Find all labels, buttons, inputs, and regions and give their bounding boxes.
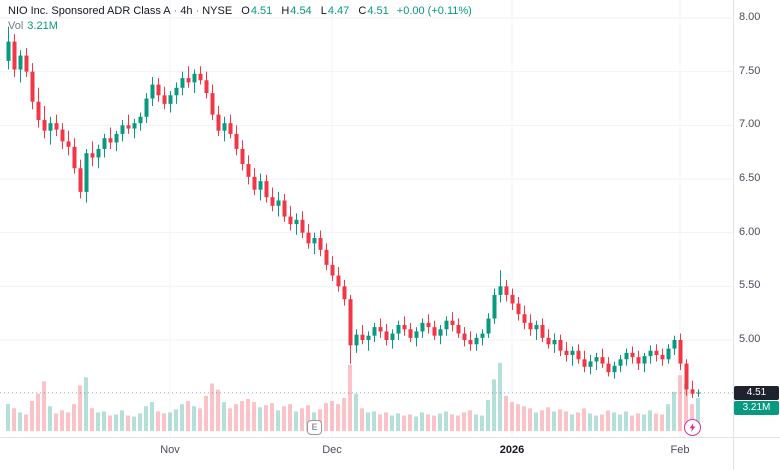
time-tick-label: Dec (322, 444, 342, 456)
earnings-icon[interactable]: E (307, 420, 322, 435)
price-tick-label: 5.00 (739, 332, 761, 345)
price-tick-label: 7.00 (739, 118, 761, 131)
separator: · (195, 5, 200, 17)
change-value: +0.00 (+0.11%) (396, 5, 472, 17)
close-label: C (358, 5, 367, 17)
low-value: 4.47 (327, 5, 350, 17)
price-tick-label: 6.50 (739, 171, 761, 184)
exchange-label: NYSE (202, 5, 233, 17)
separator: · (173, 5, 178, 17)
low-label: L (320, 5, 327, 17)
volume-badge: 3.21M (734, 401, 779, 415)
high-label: H (281, 5, 290, 17)
legend-title-row: NIO Inc. Sponsored ADR Class A · 4h · NYSE O… (8, 5, 472, 17)
open-label: O (241, 5, 250, 17)
open-value: 4.51 (250, 5, 273, 17)
price-tick-label: 6.00 (739, 225, 761, 238)
volume-value: 3.21M (27, 20, 58, 32)
price-tick-label: 8.00 (739, 11, 761, 23)
close-value: 4.51 (367, 5, 389, 17)
price-tick-label: 5.50 (739, 279, 761, 292)
legend-volume-row: Vol 3.21M (8, 20, 472, 32)
time-tick-label: 2026 (499, 444, 525, 456)
symbol-title[interactable]: NIO Inc. Sponsored ADR Class A (8, 5, 171, 17)
lightning-bolt-glyph (689, 423, 696, 432)
volume-label[interactable]: Vol (8, 20, 24, 32)
symbol-legend: NIO Inc. Sponsored ADR Class A · 4h · NYSE O… (8, 5, 472, 32)
high-value: 4.54 (290, 5, 312, 17)
time-tick-label: Feb (670, 444, 690, 456)
interval-label[interactable]: 4h (180, 5, 193, 17)
last-price-badge: 4.51 (734, 386, 779, 400)
time-tick-label: Nov (160, 444, 180, 456)
price-tick-label: 7.50 (739, 64, 761, 77)
earnings-letter: E (311, 422, 318, 432)
lightning-icon[interactable] (684, 419, 701, 436)
